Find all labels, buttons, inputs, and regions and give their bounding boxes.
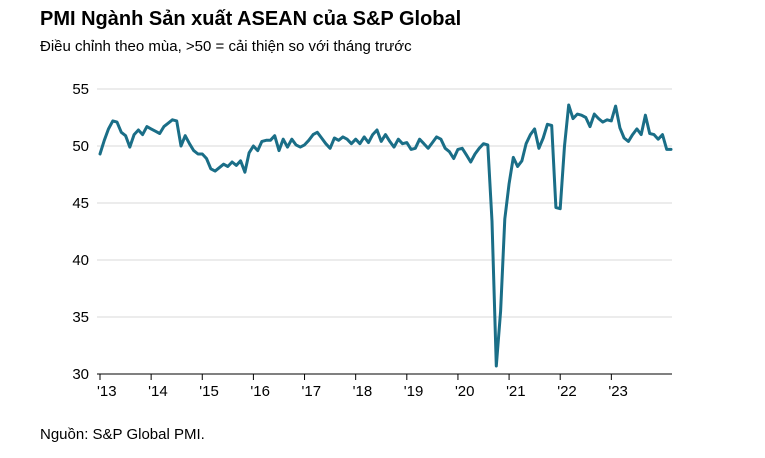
x-tick-label: '18: [353, 383, 373, 400]
x-tick-label: '13: [97, 383, 117, 400]
x-tick-label: '14: [148, 383, 168, 400]
y-tick-label: 30: [72, 366, 89, 383]
x-tick-label: '19: [404, 383, 424, 400]
x-tick-label: '15: [199, 383, 219, 400]
chart-subtitle: Điều chỉnh theo mùa, >50 = cải thiện so …: [40, 38, 412, 55]
x-tick-label: '20: [455, 383, 475, 400]
pmi-series-line: [98, 103, 673, 368]
x-tick-label: '22: [557, 383, 577, 400]
y-tick-label: 55: [72, 81, 89, 98]
y-tick-label: 35: [72, 309, 89, 326]
chart-title: PMI Ngành Sản xuất ASEAN của S&P Global: [40, 8, 462, 30]
x-tick-label: '23: [608, 383, 628, 400]
y-tick-label: 40: [72, 252, 89, 269]
x-tick-label: '21: [506, 383, 526, 400]
chart-source: Nguồn: S&P Global PMI.: [40, 426, 205, 443]
y-tick-label: 50: [72, 138, 89, 155]
x-tick-label: '16: [250, 383, 270, 400]
y-tick-label: 45: [72, 195, 89, 212]
x-tick-label: '17: [302, 383, 322, 400]
